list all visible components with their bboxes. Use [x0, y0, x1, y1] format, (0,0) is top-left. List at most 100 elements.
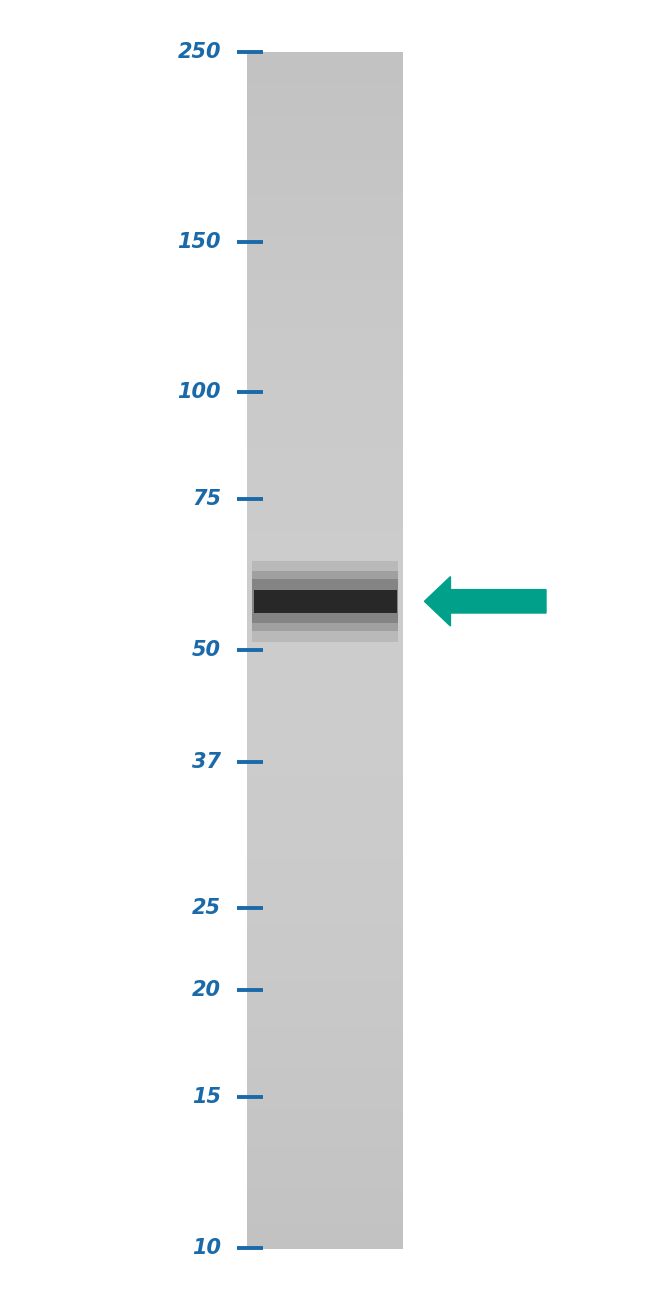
Bar	[247, 871, 403, 879]
Bar	[247, 848, 403, 854]
Bar	[247, 1075, 403, 1082]
Bar	[247, 195, 403, 203]
Bar	[247, 853, 403, 861]
Bar	[247, 823, 403, 831]
Bar	[247, 572, 403, 580]
Bar	[247, 489, 403, 495]
Bar	[247, 614, 403, 621]
Bar	[247, 303, 403, 311]
Bar	[247, 597, 403, 603]
Bar	[247, 733, 403, 741]
Bar	[247, 686, 403, 693]
Bar	[247, 190, 403, 196]
Bar	[247, 1176, 403, 1183]
Bar	[247, 387, 403, 394]
Bar	[247, 1236, 403, 1243]
Bar	[247, 907, 403, 914]
Bar	[247, 746, 403, 753]
Bar	[247, 1122, 403, 1130]
Bar	[247, 404, 403, 412]
Bar	[247, 770, 403, 777]
Bar	[247, 1050, 403, 1058]
Bar	[247, 135, 403, 143]
Bar	[247, 1032, 403, 1040]
Bar	[247, 818, 403, 824]
Bar	[247, 447, 403, 454]
Bar	[247, 70, 403, 77]
Bar	[247, 1117, 403, 1123]
Bar	[247, 530, 403, 538]
Bar	[247, 243, 403, 251]
Bar	[247, 1225, 403, 1231]
Bar	[247, 602, 403, 610]
Bar	[247, 788, 403, 794]
Bar	[247, 537, 403, 543]
Bar	[247, 956, 403, 962]
Bar	[247, 130, 403, 136]
Bar	[247, 142, 403, 150]
Bar	[247, 913, 403, 920]
Bar	[247, 638, 403, 645]
Bar	[247, 512, 403, 520]
Bar	[247, 183, 403, 191]
Bar	[247, 829, 403, 837]
Bar	[247, 878, 403, 884]
Bar	[247, 1039, 403, 1046]
Bar	[247, 399, 403, 406]
Bar	[247, 208, 403, 214]
Bar	[247, 422, 403, 430]
Bar	[247, 1092, 403, 1100]
Bar	[247, 434, 403, 442]
Bar	[247, 758, 403, 764]
Text: 20: 20	[192, 980, 221, 1001]
Bar	[247, 841, 403, 849]
Bar	[247, 751, 403, 759]
Bar	[247, 1206, 403, 1213]
Bar	[247, 1182, 403, 1190]
Bar	[247, 1188, 403, 1196]
Bar	[247, 1128, 403, 1136]
Text: 50: 50	[192, 640, 221, 660]
Bar	[247, 471, 403, 478]
FancyArrow shape	[424, 577, 546, 627]
Bar	[247, 172, 403, 179]
Bar	[247, 524, 403, 532]
Bar	[247, 1009, 403, 1017]
Bar	[247, 1015, 403, 1022]
Bar	[247, 972, 403, 980]
Bar	[247, 118, 403, 125]
Bar	[247, 644, 403, 651]
Bar	[247, 967, 403, 974]
Bar	[247, 793, 403, 801]
Bar	[247, 500, 403, 508]
Bar	[247, 811, 403, 819]
Bar	[247, 124, 403, 131]
Bar	[247, 1200, 403, 1208]
Text: 250: 250	[177, 42, 221, 62]
Bar	[247, 452, 403, 460]
Bar	[247, 411, 403, 419]
Bar	[247, 273, 403, 281]
Bar	[247, 866, 403, 872]
Bar	[247, 250, 403, 256]
Bar	[247, 776, 403, 783]
Bar	[247, 494, 403, 502]
Bar	[247, 806, 403, 812]
Bar	[252, 580, 398, 624]
Bar	[247, 58, 403, 65]
Bar	[247, 477, 403, 484]
Bar	[247, 339, 403, 346]
Bar	[247, 225, 403, 233]
Bar	[247, 363, 403, 370]
Bar	[247, 178, 403, 185]
Bar	[247, 926, 403, 932]
Bar	[247, 578, 403, 585]
Bar	[247, 1242, 403, 1249]
Bar	[247, 52, 403, 60]
Bar	[247, 1195, 403, 1201]
Bar	[247, 261, 403, 269]
Bar	[247, 836, 403, 842]
Bar	[247, 680, 403, 688]
Bar	[247, 344, 403, 352]
Bar	[247, 94, 403, 101]
